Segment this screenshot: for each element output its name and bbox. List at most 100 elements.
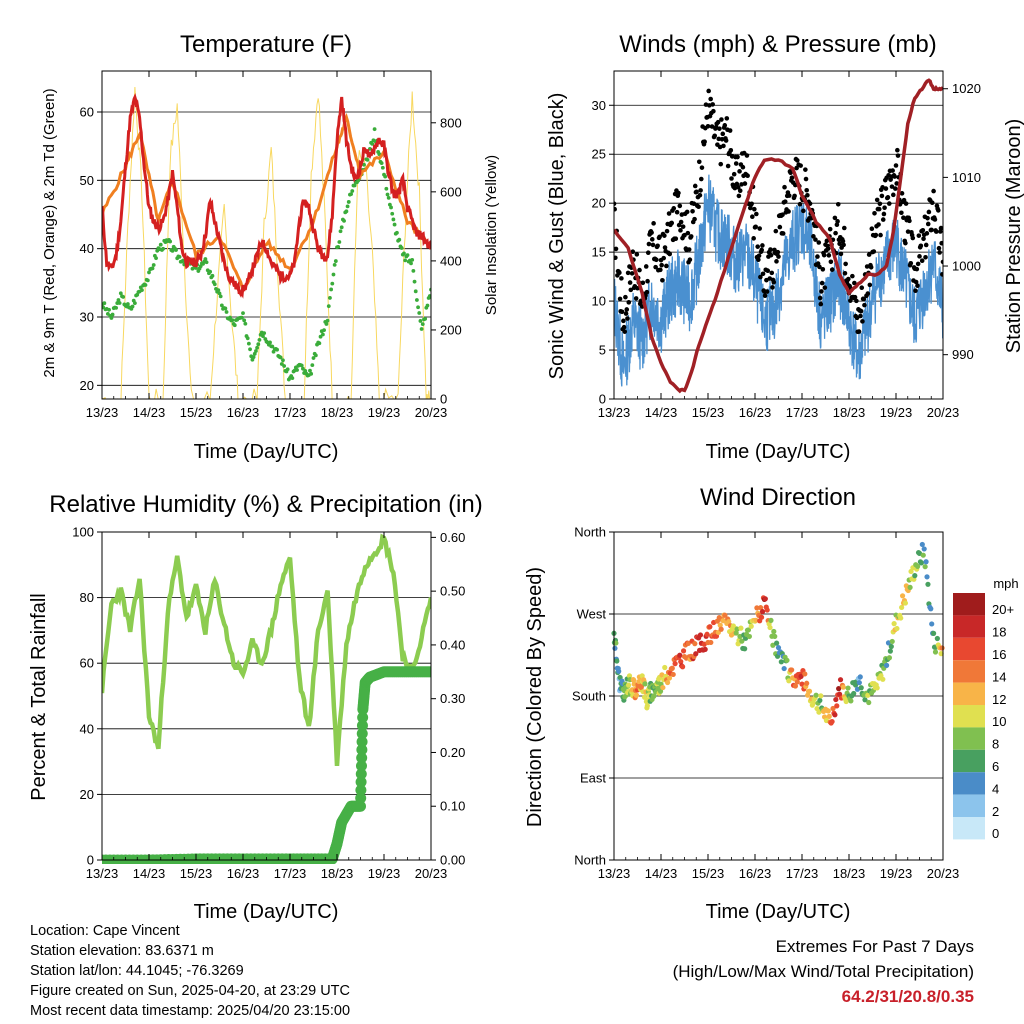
gust-point bbox=[622, 329, 628, 334]
colorbar-swatch bbox=[953, 817, 985, 840]
gust-point bbox=[880, 217, 886, 222]
direction-point bbox=[680, 648, 687, 654]
gust-point bbox=[865, 291, 871, 296]
humidity-ytick-label: 100 bbox=[72, 525, 94, 540]
colorbar-title: mph bbox=[993, 576, 1018, 591]
gust-point bbox=[760, 271, 766, 277]
temperature-xtick-label: 16/23 bbox=[227, 405, 260, 420]
precip-point bbox=[357, 712, 369, 724]
direction-point bbox=[902, 600, 909, 606]
dewpoint-point bbox=[397, 237, 402, 242]
gust-point bbox=[709, 124, 715, 129]
gust-point bbox=[876, 206, 882, 212]
gust-point bbox=[827, 226, 833, 232]
direction-point bbox=[768, 617, 774, 623]
dewpoint-point bbox=[332, 262, 337, 267]
humidity-ytick-label: 60 bbox=[80, 656, 94, 671]
colorbar-swatch bbox=[953, 705, 985, 728]
direction-point bbox=[907, 584, 913, 590]
gust-point bbox=[786, 209, 791, 214]
dewpoint-point bbox=[254, 349, 258, 353]
direction-point bbox=[832, 712, 838, 718]
gust-point bbox=[661, 255, 666, 261]
dewpoint-point bbox=[110, 312, 115, 317]
humidity-ytick-label: 0 bbox=[87, 853, 94, 868]
dewpoint-point bbox=[161, 246, 166, 251]
gust-point bbox=[817, 295, 823, 301]
dewpoint-point bbox=[245, 336, 250, 341]
winds-title: Winds (mph) & Pressure (mb) bbox=[619, 31, 936, 58]
gust-point bbox=[735, 154, 740, 160]
direction-point bbox=[898, 615, 904, 621]
gust-point bbox=[723, 138, 729, 143]
gust-point bbox=[874, 197, 880, 203]
gust-point bbox=[680, 224, 686, 229]
gust-point bbox=[649, 237, 655, 242]
temperature-xtick-label: 18/23 bbox=[321, 405, 354, 420]
dewpoint-point bbox=[308, 368, 312, 373]
dewpoint-point bbox=[130, 304, 135, 309]
gust-point bbox=[894, 181, 899, 186]
dewpoint-point bbox=[418, 319, 423, 323]
humidity-ytick-right-label: 0.20 bbox=[440, 745, 465, 760]
gust-point bbox=[760, 243, 765, 248]
gust-point bbox=[881, 211, 887, 217]
dewpoint-point bbox=[325, 318, 330, 323]
precip-point bbox=[356, 736, 368, 748]
gust-point bbox=[640, 280, 646, 286]
dewpoint-point bbox=[372, 127, 377, 132]
direction-point bbox=[704, 631, 710, 637]
precip-point bbox=[356, 744, 368, 756]
direction-point bbox=[708, 639, 714, 646]
direction-point bbox=[614, 658, 620, 664]
gust-point bbox=[775, 249, 781, 255]
dewpoint-point bbox=[413, 289, 418, 294]
direction-plot-area: 13/23 14/23 15/23 16/23 17/23 18/23 19/23 20/23… bbox=[572, 525, 959, 882]
gust-point bbox=[752, 206, 757, 212]
gust-point bbox=[782, 184, 787, 190]
direction-point bbox=[845, 685, 851, 691]
direction-point bbox=[834, 703, 840, 709]
dewpoint-point bbox=[282, 364, 287, 368]
gust-point bbox=[667, 251, 673, 257]
direction-panel: Wind Direction Direction (Colored By Spe… bbox=[524, 484, 1019, 923]
dewpoint-point bbox=[262, 331, 267, 335]
direction-point bbox=[770, 642, 776, 648]
direction-point bbox=[799, 681, 805, 687]
gust-point bbox=[756, 253, 762, 259]
dewpoint-point bbox=[228, 315, 232, 320]
gust-point bbox=[650, 242, 656, 248]
direction-xlabel: Time (Day/UTC) bbox=[706, 901, 851, 923]
direction-point bbox=[836, 686, 842, 692]
dewpoint-point bbox=[212, 282, 217, 287]
temperature-ylabel-right: Solar Insolation (Yellow) bbox=[483, 155, 500, 315]
gust-point bbox=[653, 264, 658, 270]
gust-point bbox=[727, 128, 733, 133]
humidity-frame bbox=[101, 531, 432, 861]
rh-line bbox=[102, 533, 431, 767]
gust-point bbox=[771, 279, 777, 285]
direction-point bbox=[938, 651, 944, 657]
dewpoint-point bbox=[324, 322, 329, 326]
dewpoint-point bbox=[242, 318, 247, 323]
colorbar: 20+ 18 16 14 12 10 8 6 4 2 0 bbox=[953, 593, 1014, 841]
gust-point bbox=[835, 201, 841, 207]
colorbar-label: 20+ bbox=[992, 602, 1014, 617]
direction-point bbox=[625, 682, 632, 688]
dewpoint-point bbox=[350, 189, 355, 193]
dewpoint-point bbox=[117, 301, 122, 305]
gust-point bbox=[858, 308, 864, 314]
dewpoint-point bbox=[177, 254, 182, 259]
direction-point bbox=[633, 692, 640, 698]
winds-ylabel-right: Station Pressure (Maroon) bbox=[1003, 119, 1024, 354]
direction-point bbox=[722, 612, 728, 618]
gust-point bbox=[879, 193, 885, 199]
direction-point bbox=[781, 665, 787, 672]
gust-point bbox=[869, 226, 875, 232]
gust-point bbox=[731, 171, 737, 177]
gust-point bbox=[859, 285, 865, 291]
precip-point bbox=[356, 728, 368, 740]
gust-point bbox=[850, 273, 855, 279]
gust-point bbox=[768, 247, 773, 252]
direction-point bbox=[680, 664, 686, 670]
